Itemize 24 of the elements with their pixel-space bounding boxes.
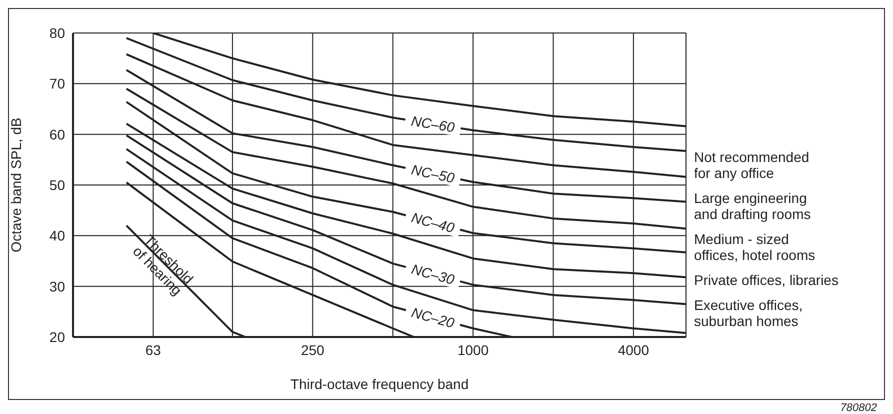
y-tick-label: 60 bbox=[49, 126, 66, 142]
text: NC–50 bbox=[410, 161, 456, 186]
y-tick-label: 30 bbox=[49, 278, 66, 294]
x-tick-label: 63 bbox=[145, 342, 162, 358]
y-tick-label: 80 bbox=[49, 24, 66, 41]
x-tick-label: 250 bbox=[300, 342, 325, 358]
y-tick-label: 20 bbox=[49, 328, 66, 345]
text: NC–30 bbox=[410, 260, 456, 288]
y-tick-label: 50 bbox=[49, 176, 66, 193]
text: NC–20 bbox=[410, 304, 456, 331]
x-tick-label: 4000 bbox=[618, 342, 650, 358]
y-axis-title: Octave band SPL, dB bbox=[8, 118, 24, 252]
x-tick-label: 1000 bbox=[457, 342, 489, 358]
text: NC–40 bbox=[410, 209, 456, 236]
text: Not recommended for any office bbox=[694, 149, 810, 182]
x-axis-title: Third-octave frequency band bbox=[290, 376, 469, 392]
text: Medium - sized offices, hotel rooms bbox=[694, 231, 816, 264]
text: NC–60 bbox=[410, 112, 456, 136]
text: Private offices, libraries bbox=[694, 272, 838, 288]
text: Large engineering and drafting rooms bbox=[694, 190, 811, 222]
text: Executive offices, suburban homes bbox=[694, 297, 803, 330]
text: 780802 bbox=[840, 402, 877, 414]
y-tick-label: 40 bbox=[49, 228, 66, 244]
y-tick-label: 70 bbox=[49, 76, 66, 92]
